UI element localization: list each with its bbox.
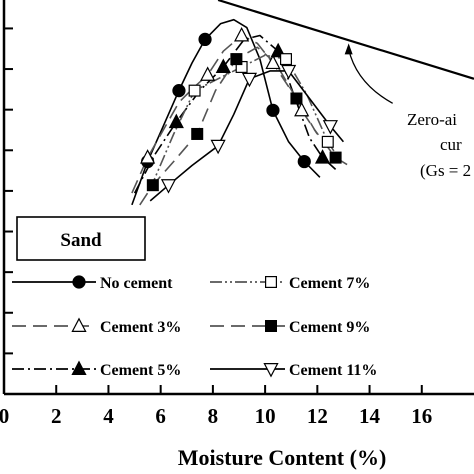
data-point-s2 xyxy=(314,149,331,164)
legend-marker xyxy=(72,275,86,289)
annotation-line: (Gs = 2 xyxy=(420,161,471,180)
legend-marker xyxy=(265,320,278,333)
data-point-s0 xyxy=(172,84,186,98)
data-point-s2 xyxy=(215,58,231,73)
annotation: Zero-ai cur (Gs = 2 xyxy=(344,43,471,180)
data-point-s4 xyxy=(230,53,243,66)
data-point-s5 xyxy=(281,64,297,80)
x-axis-title: Moisture Content (%) xyxy=(178,445,387,470)
data-point-s5 xyxy=(241,72,258,88)
legend-label: Cement 7% xyxy=(289,275,370,292)
sample-label: Sand xyxy=(60,230,102,251)
data-point-s0 xyxy=(198,32,212,47)
data-point-s0 xyxy=(266,103,280,117)
x-tick-label: 14 xyxy=(359,404,381,428)
x-tick-label: 16 xyxy=(411,404,432,428)
legend-label: Cement 5% xyxy=(100,362,181,379)
data-point-s4 xyxy=(329,151,342,164)
compaction-curves xyxy=(131,18,350,206)
legend-label: Cement 11% xyxy=(289,362,377,379)
x-tick-label: 0 xyxy=(0,404,9,428)
series-line-4 xyxy=(139,46,350,206)
data-point-s4 xyxy=(191,127,204,140)
data-point-s5 xyxy=(322,120,338,135)
annotation-line: cur xyxy=(440,135,462,154)
data-point-s1 xyxy=(294,101,310,117)
data-point-s3 xyxy=(280,53,293,66)
x-tick-label: 4 xyxy=(103,404,114,428)
annotation-line: Zero-ai xyxy=(407,110,457,129)
annotation-arrow xyxy=(348,49,393,104)
data-point-s1 xyxy=(234,26,250,42)
data-point-s3 xyxy=(321,135,334,148)
legend-label: No cement xyxy=(100,275,173,292)
data-point-s4 xyxy=(146,179,159,192)
x-tick-label: 12 xyxy=(307,404,328,428)
data-markers xyxy=(140,26,342,194)
zero-air-voids xyxy=(217,0,474,80)
legend-marker xyxy=(263,363,279,378)
x-tick-label: 6 xyxy=(155,404,166,428)
data-point-s5 xyxy=(210,139,226,155)
data-point-s0 xyxy=(297,154,311,169)
annotation-arrowhead xyxy=(344,43,353,55)
x-tick-label: 2 xyxy=(51,404,62,428)
legend: No cement Cement 7% Cement 3% Cement 9% Ceme… xyxy=(12,275,377,379)
legend-label: Cement 9% xyxy=(289,319,370,336)
x-tick-label: 8 xyxy=(208,404,219,428)
x-tick-label: 10 xyxy=(255,404,276,428)
sample-box: Sand xyxy=(16,216,146,261)
data-point-s4 xyxy=(290,92,303,105)
legend-marker xyxy=(265,276,278,289)
data-point-s2 xyxy=(168,113,184,129)
legend-marker xyxy=(71,360,87,375)
data-point-s5 xyxy=(160,179,177,194)
series-line-3 xyxy=(149,54,342,190)
series-line-0 xyxy=(131,18,321,206)
zero-air-voids-curve xyxy=(217,0,474,80)
legend-label: Cement 3% xyxy=(100,319,181,336)
y-axis-ticks xyxy=(4,27,13,355)
data-point-s1 xyxy=(140,149,156,164)
data-point-s1 xyxy=(200,66,216,81)
data-point-s1 xyxy=(265,54,281,70)
sample-box-frame xyxy=(16,216,146,261)
series-line-1 xyxy=(131,34,318,194)
legend-marker xyxy=(71,317,87,332)
data-point-s3 xyxy=(188,84,201,97)
